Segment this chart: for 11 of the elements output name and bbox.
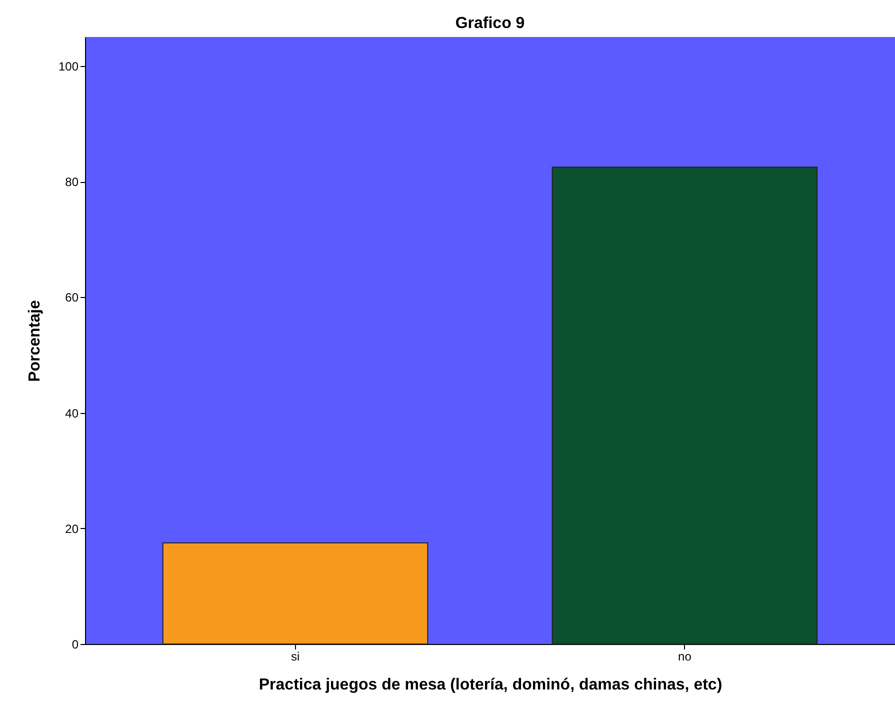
x-axis-title: Practica juegos de mesa (lotería, dominó, damas chinas, etc) (258, 676, 722, 694)
y-tick-label: 40 (65, 406, 79, 420)
chart-title: Grafico 9 (455, 15, 525, 32)
y-tick-label: 80 (65, 175, 79, 190)
y-axis-title: Porcentaje (26, 300, 44, 382)
y-tick-label: 0 (72, 638, 79, 652)
x-tick-label: si (290, 650, 300, 664)
y-tick-label: 60 (65, 290, 79, 305)
x-tick-label: no (678, 650, 692, 664)
y-tick-label: 100 (58, 59, 79, 74)
y-tick-label: 20 (65, 522, 79, 536)
